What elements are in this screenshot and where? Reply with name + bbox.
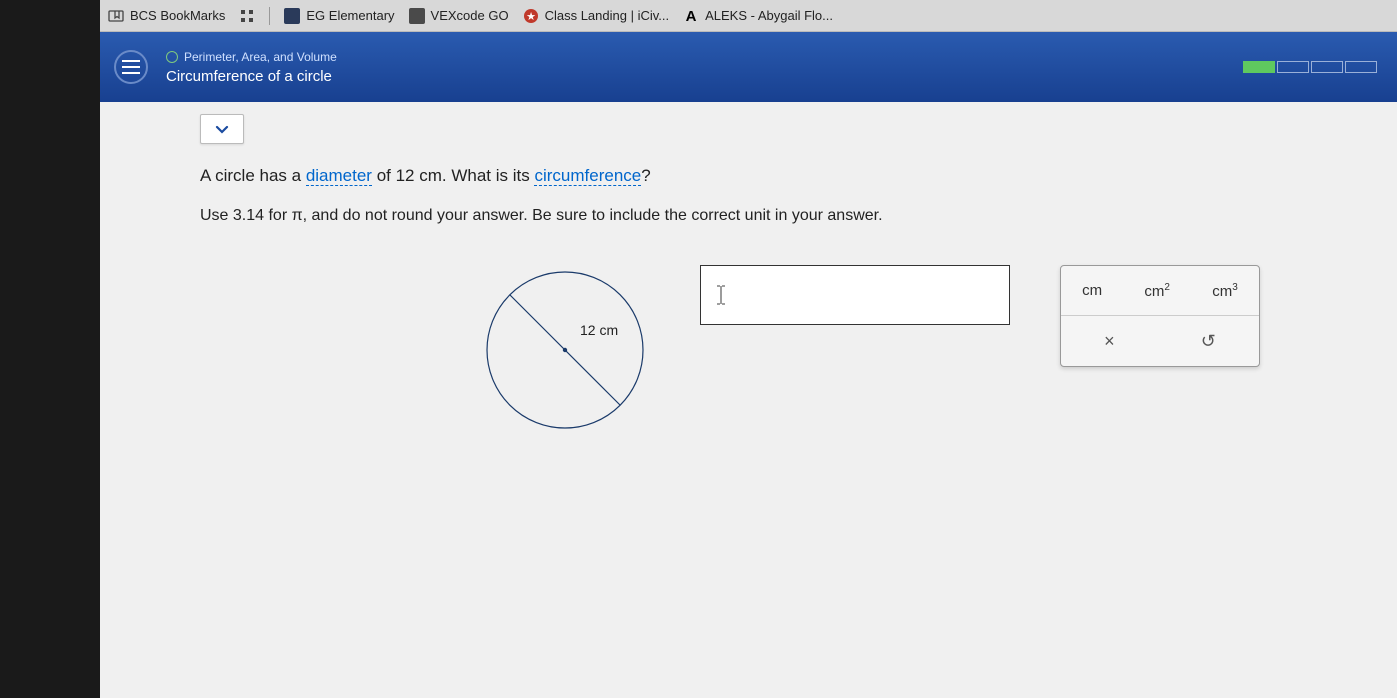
- star-circle-icon: ★: [523, 8, 539, 24]
- bookmark-label: BCS BookMarks: [130, 8, 225, 23]
- bookmarks-bar: BCS BookMarks EG Elementary VEXcode GO ★…: [100, 0, 1397, 32]
- svg-text:★: ★: [526, 11, 536, 23]
- square-dark-icon: [284, 8, 300, 24]
- square-gray-icon: [409, 8, 425, 24]
- question-prefix: A circle has a: [200, 166, 306, 185]
- bookmark-label: ALEKS - Abygail Flo...: [705, 8, 833, 23]
- bookmark-aleks[interactable]: A ALEKS - Abygail Flo...: [683, 8, 833, 24]
- progress-segment: [1277, 61, 1309, 73]
- chevron-down-icon: [213, 120, 231, 138]
- letter-a-icon: A: [683, 8, 699, 24]
- bookmark-vexcode[interactable]: VEXcode GO: [409, 8, 509, 24]
- browser-window: BCS BookMarks EG Elementary VEXcode GO ★…: [100, 0, 1397, 698]
- content-area: A circle has a diameter of 12 cm. What i…: [100, 102, 1397, 698]
- bookmark-eg[interactable]: EG Elementary: [284, 8, 394, 24]
- topic-ring-icon: [166, 51, 178, 63]
- term-diameter[interactable]: diameter: [306, 166, 372, 186]
- bookmark-apps[interactable]: [239, 8, 255, 24]
- progress-indicator: [1243, 61, 1377, 73]
- progress-segment: [1345, 61, 1377, 73]
- bookmark-label: Class Landing | iCiv...: [545, 8, 670, 23]
- menu-button[interactable]: [114, 50, 148, 84]
- progress-segment: [1311, 61, 1343, 73]
- problem-row: 12 cm cmcm cm2cm2 cm3cm3 × ↺: [200, 265, 1357, 440]
- circle-diagram: 12 cm: [480, 265, 650, 440]
- term-circumference[interactable]: circumference: [534, 166, 641, 186]
- text-cursor-icon: [713, 284, 729, 306]
- question-suffix: ?: [641, 166, 650, 185]
- diameter-label: 12 cm: [580, 322, 618, 338]
- unit-cm-button[interactable]: cmcm: [1074, 278, 1110, 303]
- controls-row: × ↺: [1061, 316, 1259, 366]
- unit-cm2-button[interactable]: cm2cm2: [1136, 278, 1178, 304]
- topic-line: Perimeter, Area, and Volume: [166, 50, 337, 64]
- instruction-text: Use 3.14 for π, and do not round your an…: [200, 207, 1357, 225]
- clear-button[interactable]: ×: [1092, 327, 1127, 356]
- units-panel: cmcm cm2cm2 cm3cm3 × ↺: [1060, 265, 1260, 367]
- subtopic-label: Circumference of a circle: [166, 68, 337, 85]
- answer-input[interactable]: [700, 265, 1010, 325]
- question-mid: of 12 cm. What is its: [372, 166, 535, 185]
- svg-text:A: A: [686, 8, 697, 24]
- bookmark-label: EG Elementary: [306, 8, 394, 23]
- topic-label: Perimeter, Area, and Volume: [184, 50, 337, 64]
- bookmark-bcs[interactable]: BCS BookMarks: [108, 8, 225, 24]
- photo-black-margin: [0, 0, 100, 698]
- grid-apps-icon: [239, 8, 255, 24]
- reset-button[interactable]: ↺: [1189, 327, 1228, 356]
- folder-bookmark-icon: [108, 8, 124, 24]
- units-row: cmcm cm2cm2 cm3cm3: [1061, 266, 1259, 316]
- bookmark-separator: [269, 7, 270, 25]
- progress-segment: [1243, 61, 1275, 73]
- header-titles: Perimeter, Area, and Volume Circumferenc…: [166, 50, 337, 85]
- question-text: A circle has a diameter of 12 cm. What i…: [200, 162, 1357, 189]
- unit-cm3-button[interactable]: cm3cm3: [1204, 278, 1246, 304]
- expand-button[interactable]: [200, 114, 244, 144]
- bookmark-label: VEXcode GO: [431, 8, 509, 23]
- bookmark-iciv[interactable]: ★ Class Landing | iCiv...: [523, 8, 670, 24]
- lesson-header: Perimeter, Area, and Volume Circumferenc…: [100, 32, 1397, 102]
